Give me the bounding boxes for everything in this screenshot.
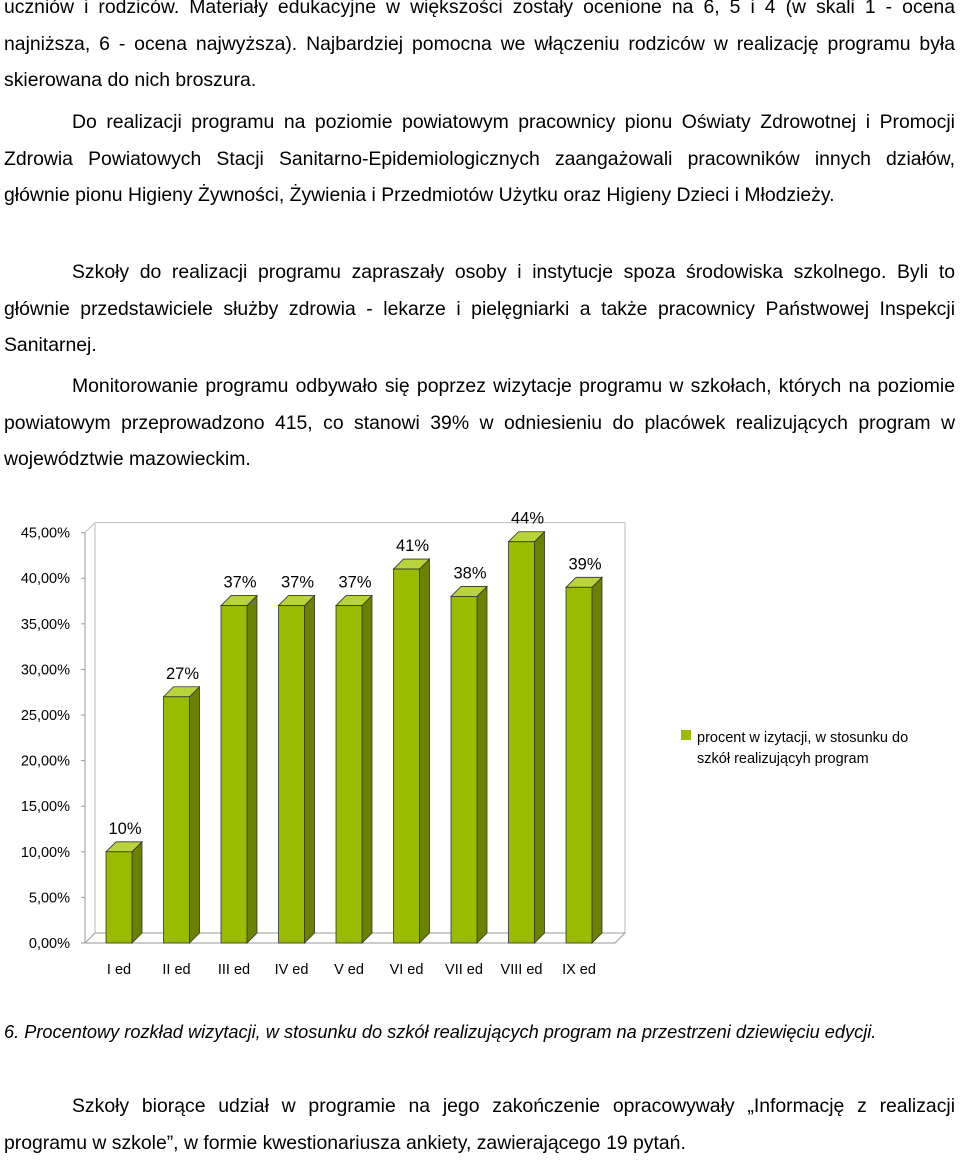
bar-side bbox=[534, 530, 545, 944]
y-tick-label: 0,00% bbox=[29, 936, 70, 952]
x-tick-label: VI ed bbox=[390, 962, 424, 978]
legend-swatch bbox=[681, 730, 691, 740]
bar bbox=[393, 568, 420, 944]
bar-value-label: 41% bbox=[396, 537, 429, 555]
x-tick-label: V ed bbox=[334, 962, 364, 978]
y-tick-label: 5,00% bbox=[29, 890, 70, 906]
paragraph-2: Do realizacji programu na poziomie powia… bbox=[4, 111, 955, 206]
y-tick-label: 30,00% bbox=[21, 662, 70, 678]
bar-value-label: 37% bbox=[223, 574, 256, 592]
x-tick-label: IV ed bbox=[275, 962, 309, 978]
bar bbox=[335, 605, 363, 944]
bar-value-label: 44% bbox=[511, 510, 544, 528]
paragraph-1: uczniów i rodziców. Materiały edukacyjne… bbox=[4, 0, 955, 91]
bar-side bbox=[304, 594, 315, 944]
y-axis-depth-edge bbox=[84, 522, 96, 533]
bar-value-label: 37% bbox=[281, 574, 314, 592]
y-tick-label: 40,00% bbox=[21, 571, 70, 587]
chart-floor bbox=[83, 932, 627, 944]
bar bbox=[163, 696, 190, 944]
bar-value-label: 27% bbox=[166, 665, 199, 683]
y-tick-label: 10,00% bbox=[21, 845, 70, 861]
bar-chart: 0,00% 5,00% 10,00% 15,00% 20,00% 25,00% 30,00%… bbox=[0, 498, 960, 998]
x-tick-label: IX ed bbox=[562, 962, 596, 978]
bar bbox=[565, 586, 593, 944]
x-tick-label: II ed bbox=[162, 962, 190, 978]
chart-canvas: 0,00% 5,00% 10,00% 15,00% 20,00% 25,00% 30,00%… bbox=[21, 510, 908, 978]
x-tick-label: III ed bbox=[218, 962, 250, 978]
bar-value-label: 38% bbox=[453, 564, 486, 582]
figure-caption: 6. Procentowy rozkład wizytacji, w stosu… bbox=[4, 1022, 877, 1042]
y-tick-label: 15,00% bbox=[21, 799, 70, 815]
bar bbox=[278, 605, 305, 944]
y-tick-label: 45,00% bbox=[21, 526, 70, 542]
x-tick-label: VIII ed bbox=[501, 962, 543, 978]
bar-side bbox=[189, 685, 200, 944]
x-tick-label: I ed bbox=[107, 962, 131, 978]
y-tick-label: 25,00% bbox=[21, 708, 70, 724]
legend-label: procent w izytacji, w stosunku do bbox=[697, 730, 908, 746]
y-tick-label: 35,00% bbox=[21, 617, 70, 633]
bar-side bbox=[131, 840, 143, 944]
bar bbox=[508, 541, 535, 944]
bar bbox=[450, 596, 478, 944]
bar-side bbox=[246, 594, 258, 944]
bar-side bbox=[419, 558, 430, 944]
bar-side bbox=[591, 576, 603, 944]
bar-side bbox=[476, 585, 488, 944]
y-tick-label: 20,00% bbox=[21, 754, 70, 770]
paragraph-5: Szkoły biorące udział w programie na jeg… bbox=[4, 1095, 955, 1154]
paragraph-4: Monitorowanie programu odbywało się popr… bbox=[4, 375, 955, 470]
legend-label: szkół realizującyh program bbox=[697, 751, 869, 767]
bar bbox=[220, 605, 248, 944]
bar-value-label: 39% bbox=[568, 555, 601, 573]
bar-value-label: 37% bbox=[338, 574, 371, 592]
bar bbox=[105, 851, 133, 944]
x-tick-label: VII ed bbox=[445, 962, 483, 978]
bar-side bbox=[361, 594, 373, 944]
bar-value-label: 10% bbox=[108, 820, 141, 838]
paragraph-3: Szkoły do realizacji programu zapraszały… bbox=[4, 261, 955, 356]
